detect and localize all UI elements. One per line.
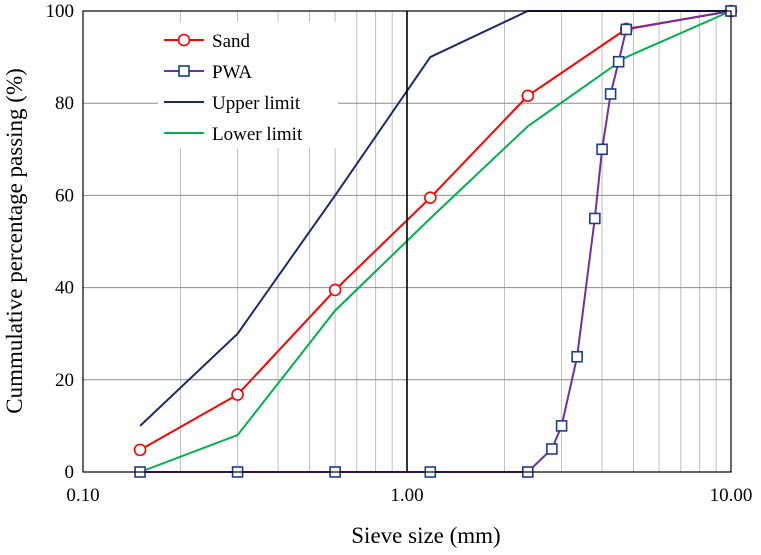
legend-marker-circle [177,33,191,47]
x-tick-label: 10.00 [710,485,753,506]
frame-layer [82,10,732,473]
series-line-lower-limit [139,10,732,473]
pwa-point [620,23,633,36]
y-tick-label: 60 [55,185,74,206]
pwa-point [596,143,608,156]
y-tick-label: 80 [55,93,74,114]
sand-point [133,443,147,457]
x-tick-label: 0.10 [66,485,99,506]
pwa-point [555,420,568,432]
sand-point [328,283,342,297]
pwa-point [571,350,583,363]
legend-marker-square [178,65,190,77]
y-tick-label: 0 [65,462,75,483]
y-tick-label: 100 [46,1,75,22]
legend-label: PWA [212,62,252,83]
legend: Sand PWA Upper limit Lower limit [158,22,338,148]
sand-point [423,191,437,205]
legend-label: Sand [212,31,251,52]
y-tick-label: 20 [55,370,74,391]
sand-point [231,388,244,401]
y-axis-title: Cummulative percentage passing (%) [2,68,27,414]
legend-label: Upper limit [212,93,301,114]
pwa-point [604,88,617,100]
x-tick-label: 1.00 [390,485,423,506]
y-tick-label: 40 [55,278,74,299]
tick-labels: 0.10 1.00 10.00 0 20 40 60 80 100 [46,1,753,506]
x-axis-title: Sieve size (mm) [351,523,500,548]
legend-label: Lower limit [212,124,303,145]
pwa-point [546,443,558,455]
sand-point [521,89,535,103]
pwa-point [589,212,601,225]
pwa-point [612,55,625,68]
